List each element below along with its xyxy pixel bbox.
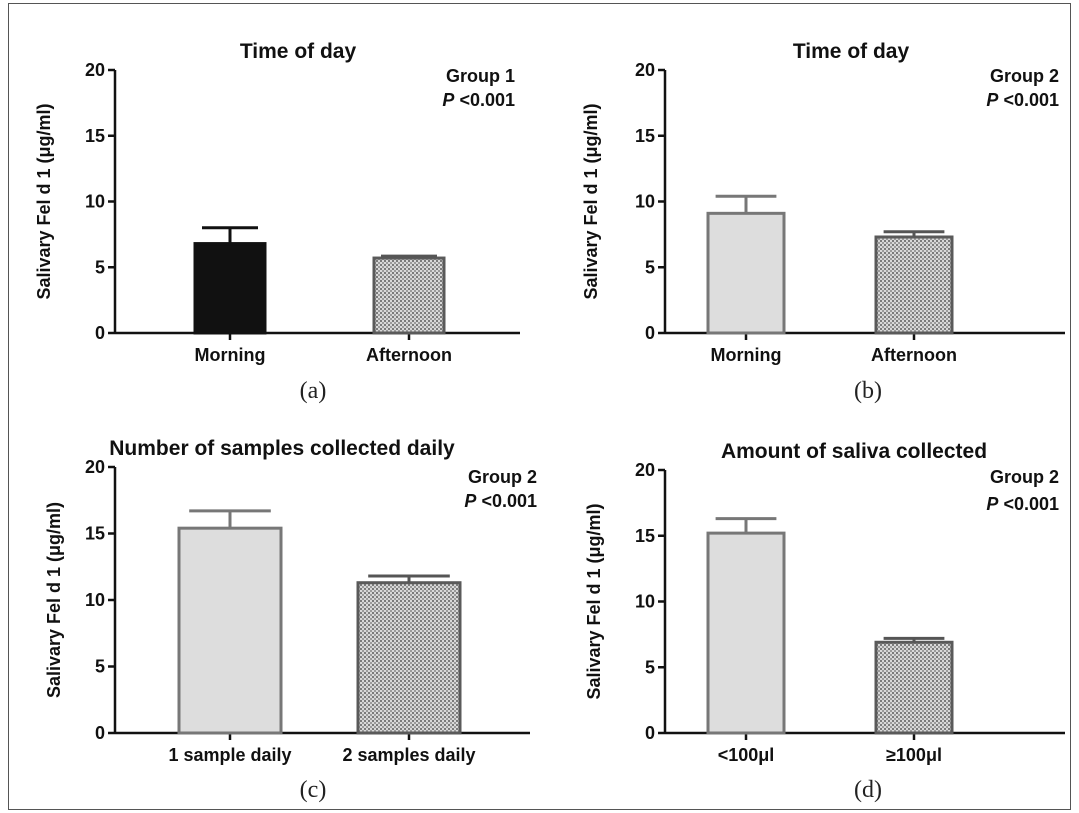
y-tick-label: 10: [85, 590, 105, 610]
y-axis-label: Salivary Fel d 1 (μg/ml): [44, 502, 64, 698]
bar-1: [193, 242, 267, 335]
p-value-label: P <0.001: [442, 90, 515, 110]
bar-2: [874, 235, 954, 335]
y-tick-label: 15: [85, 524, 105, 544]
panel-label: (c): [300, 777, 327, 803]
group-label: Group 1: [446, 66, 515, 86]
p-value-label: P <0.001: [986, 494, 1059, 514]
y-tick-label: 20: [85, 60, 105, 80]
panel-label: (d): [854, 777, 882, 803]
bar-2: [874, 640, 954, 735]
y-tick-label: 5: [645, 257, 655, 277]
chart-panel-1: Time of day 0 5 10 15 20 Salivary Fel d 1 (μg/…: [34, 40, 520, 404]
p-value-label: P <0.001: [464, 491, 537, 511]
y-tick-label: 5: [95, 257, 105, 277]
category-label: Afternoon: [871, 345, 957, 365]
y-tick-label: 20: [635, 460, 655, 480]
y-tick-label: 15: [635, 526, 655, 546]
bar-1: [706, 211, 786, 335]
y-axis-label: Salivary Fel d 1 (μg/ml): [34, 103, 54, 299]
group-label: Group 2: [990, 467, 1059, 487]
chart-title: Time of day: [793, 40, 910, 63]
y-tick-label: 5: [95, 657, 105, 677]
y-tick-label: 20: [85, 457, 105, 477]
bar-1: [706, 531, 786, 735]
y-axis-label: Salivary Fel d 1 (μg/ml): [581, 103, 601, 299]
p-value-label: P <0.001: [986, 90, 1059, 110]
chart-panel-3: Number of samples collected daily 0 5 10 15 2…: [44, 437, 537, 803]
category-label: Afternoon: [366, 345, 452, 365]
bar-1: [177, 526, 283, 735]
chart-panel-4: Amount of saliva collected 0 5 10 15 20 Saliva…: [584, 440, 1065, 803]
y-tick-label: 0: [645, 723, 655, 743]
y-tick-label: 5: [645, 657, 655, 677]
y-tick-label: 20: [635, 60, 655, 80]
category-label: Morning: [195, 345, 266, 365]
y-tick-label: 15: [85, 126, 105, 146]
category-label: ≥100μl: [886, 745, 942, 765]
y-axis-label: Salivary Fel d 1 (μg/ml): [584, 503, 604, 699]
category-label: 1 sample daily: [168, 745, 291, 765]
chart-title: Number of samples collected daily: [109, 437, 455, 460]
category-label: 2 samples daily: [342, 745, 475, 765]
group-label: Group 2: [990, 66, 1059, 86]
category-label: <100μl: [718, 745, 775, 765]
y-tick-label: 10: [85, 192, 105, 212]
chart-panel-2: Time of day 0 5 10 15 20 Salivary Fel d 1 (μg/…: [581, 40, 1065, 404]
y-tick-label: 15: [635, 126, 655, 146]
y-tick-label: 0: [95, 723, 105, 743]
panel-label: (a): [300, 378, 327, 404]
category-label: Morning: [711, 345, 782, 365]
y-tick-label: 10: [635, 192, 655, 212]
chart-title: Amount of saliva collected: [721, 440, 987, 463]
bar-2: [372, 256, 446, 335]
bar-2: [356, 581, 462, 735]
group-label: Group 2: [468, 467, 537, 487]
y-tick-label: 0: [95, 323, 105, 343]
panel-label: (b): [854, 378, 882, 404]
y-tick-label: 10: [635, 592, 655, 612]
y-tick-label: 0: [645, 323, 655, 343]
chart-title: Time of day: [240, 40, 357, 63]
